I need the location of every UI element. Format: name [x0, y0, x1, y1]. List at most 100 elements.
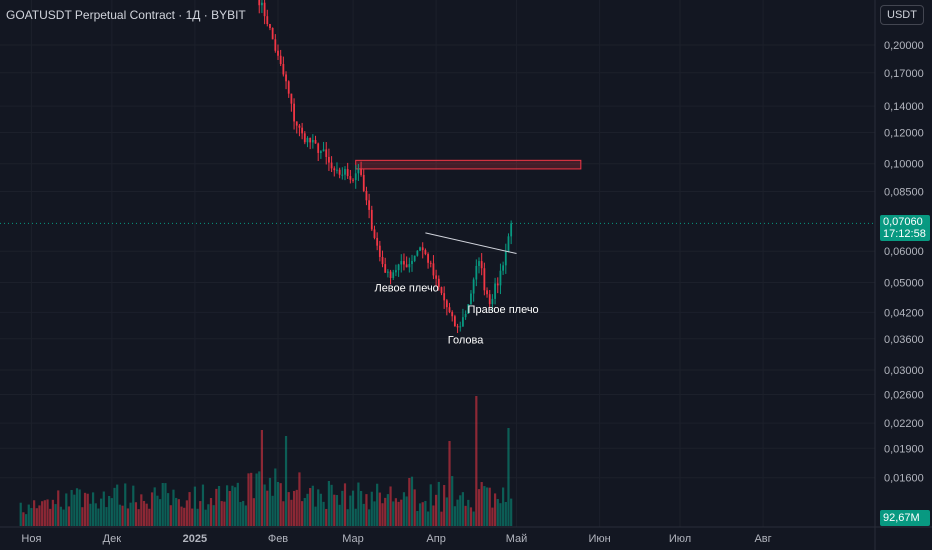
- candlestick: [370, 205, 373, 232]
- resistance-zone: [355, 159, 582, 170]
- candlestick: [336, 162, 338, 174]
- volume-bar: [81, 507, 84, 526]
- volume-bar: [33, 500, 36, 526]
- candlestick: [314, 135, 317, 144]
- candle-body: [427, 254, 429, 263]
- candle-body: [338, 169, 341, 175]
- candle-body: [352, 179, 354, 181]
- candlestick: [405, 256, 408, 268]
- candlestick: [491, 294, 494, 311]
- candle-body: [435, 275, 438, 279]
- volume-bar: [437, 481, 440, 526]
- candlestick: [443, 286, 446, 309]
- candlestick: [368, 193, 371, 219]
- candle-body: [357, 169, 360, 174]
- neckline-trendline: [425, 232, 517, 255]
- volume-bar: [67, 506, 71, 526]
- candlestick: [472, 277, 475, 302]
- volume-bar: [51, 499, 54, 526]
- volume-bar: [250, 472, 253, 526]
- volume-bar: [228, 491, 231, 526]
- volume-bar: [215, 488, 218, 526]
- last-price-tag: 0,07060 17:12:58: [880, 215, 930, 242]
- candlestick: [395, 264, 397, 277]
- price-tick-label: 0,01900: [884, 443, 924, 455]
- candle-body: [432, 263, 435, 276]
- volume-bar: [510, 498, 513, 526]
- candlestick: [376, 232, 379, 251]
- price-tick-label: 0,10000: [884, 159, 924, 171]
- volume-bar: [183, 507, 186, 526]
- candle-body: [464, 313, 467, 318]
- volume-bar: [231, 485, 234, 526]
- candle-body: [467, 304, 470, 314]
- candlestick: [421, 242, 424, 259]
- candle-body: [378, 245, 381, 257]
- candlestick: [317, 142, 320, 161]
- volume-bar: [102, 491, 105, 526]
- volume-bar: [41, 501, 44, 526]
- volume-bar: [156, 495, 159, 526]
- candlestick: [400, 254, 403, 273]
- volume-bar: [244, 505, 247, 526]
- candle-body: [499, 270, 502, 286]
- time-tick-label: Июл: [669, 533, 691, 545]
- currency-button[interactable]: USDT: [880, 5, 924, 25]
- volume-bar: [416, 510, 419, 526]
- volume-bar: [126, 508, 130, 526]
- volume-bar: [341, 490, 344, 526]
- candlestick: [427, 252, 429, 269]
- candle-body: [322, 149, 325, 152]
- volume-bar: [351, 490, 355, 526]
- volume-bar: [247, 473, 250, 526]
- resistance-zone-layer: [355, 159, 582, 170]
- volume-bar: [266, 490, 269, 526]
- candle-body: [333, 168, 336, 171]
- candlestick: [263, 0, 266, 25]
- price-tick-label: 0,03000: [884, 365, 924, 377]
- candle-body: [370, 209, 373, 230]
- candle-body: [368, 200, 371, 210]
- candle-body: [451, 312, 454, 317]
- volume-bar: [287, 492, 290, 526]
- volume-bar: [499, 503, 502, 526]
- volume-bar: [311, 485, 314, 526]
- time-tick-label: Ноя: [21, 533, 41, 545]
- candlestick: [397, 263, 400, 277]
- volume-bar: [472, 511, 475, 526]
- candlestick: [360, 161, 362, 177]
- candle-body: [386, 271, 389, 273]
- volume-bar: [301, 501, 304, 526]
- volume-bar: [43, 500, 46, 526]
- candle-body: [269, 24, 271, 28]
- volume-bar: [70, 489, 73, 526]
- candle-body: [362, 174, 365, 191]
- volume-bar: [110, 498, 113, 526]
- candle-body: [413, 255, 416, 261]
- candlestick: [453, 314, 456, 327]
- volume-bar: [467, 499, 470, 526]
- candlestick: [478, 257, 480, 274]
- volume-bar: [242, 500, 245, 526]
- candlestick: [352, 178, 354, 183]
- volume-bar: [279, 483, 282, 526]
- candlestick: [483, 262, 486, 296]
- candlestick: [499, 263, 502, 295]
- candle-body: [282, 64, 285, 75]
- price-axis[interactable]: 0,20000 0,17000 0,14000 0,12000 0,10000 0,085…: [884, 40, 924, 485]
- candlestick: [354, 165, 357, 189]
- candle-body: [365, 190, 368, 201]
- volume-bar: [145, 503, 148, 526]
- volume-bar: [346, 509, 349, 526]
- volume-bar: [129, 502, 132, 526]
- volume-bar: [167, 493, 170, 526]
- volume-bar: [62, 509, 65, 526]
- time-axis[interactable]: Ноя Дек 2025 Фев Мар Апр Май Июн Июл Авг: [21, 533, 771, 545]
- volume-bar: [172, 489, 175, 526]
- candle-body: [344, 169, 346, 175]
- volume-bar: [319, 493, 322, 526]
- volume-bar: [303, 498, 306, 526]
- candle-body: [480, 261, 483, 269]
- volume-bar: [359, 490, 363, 526]
